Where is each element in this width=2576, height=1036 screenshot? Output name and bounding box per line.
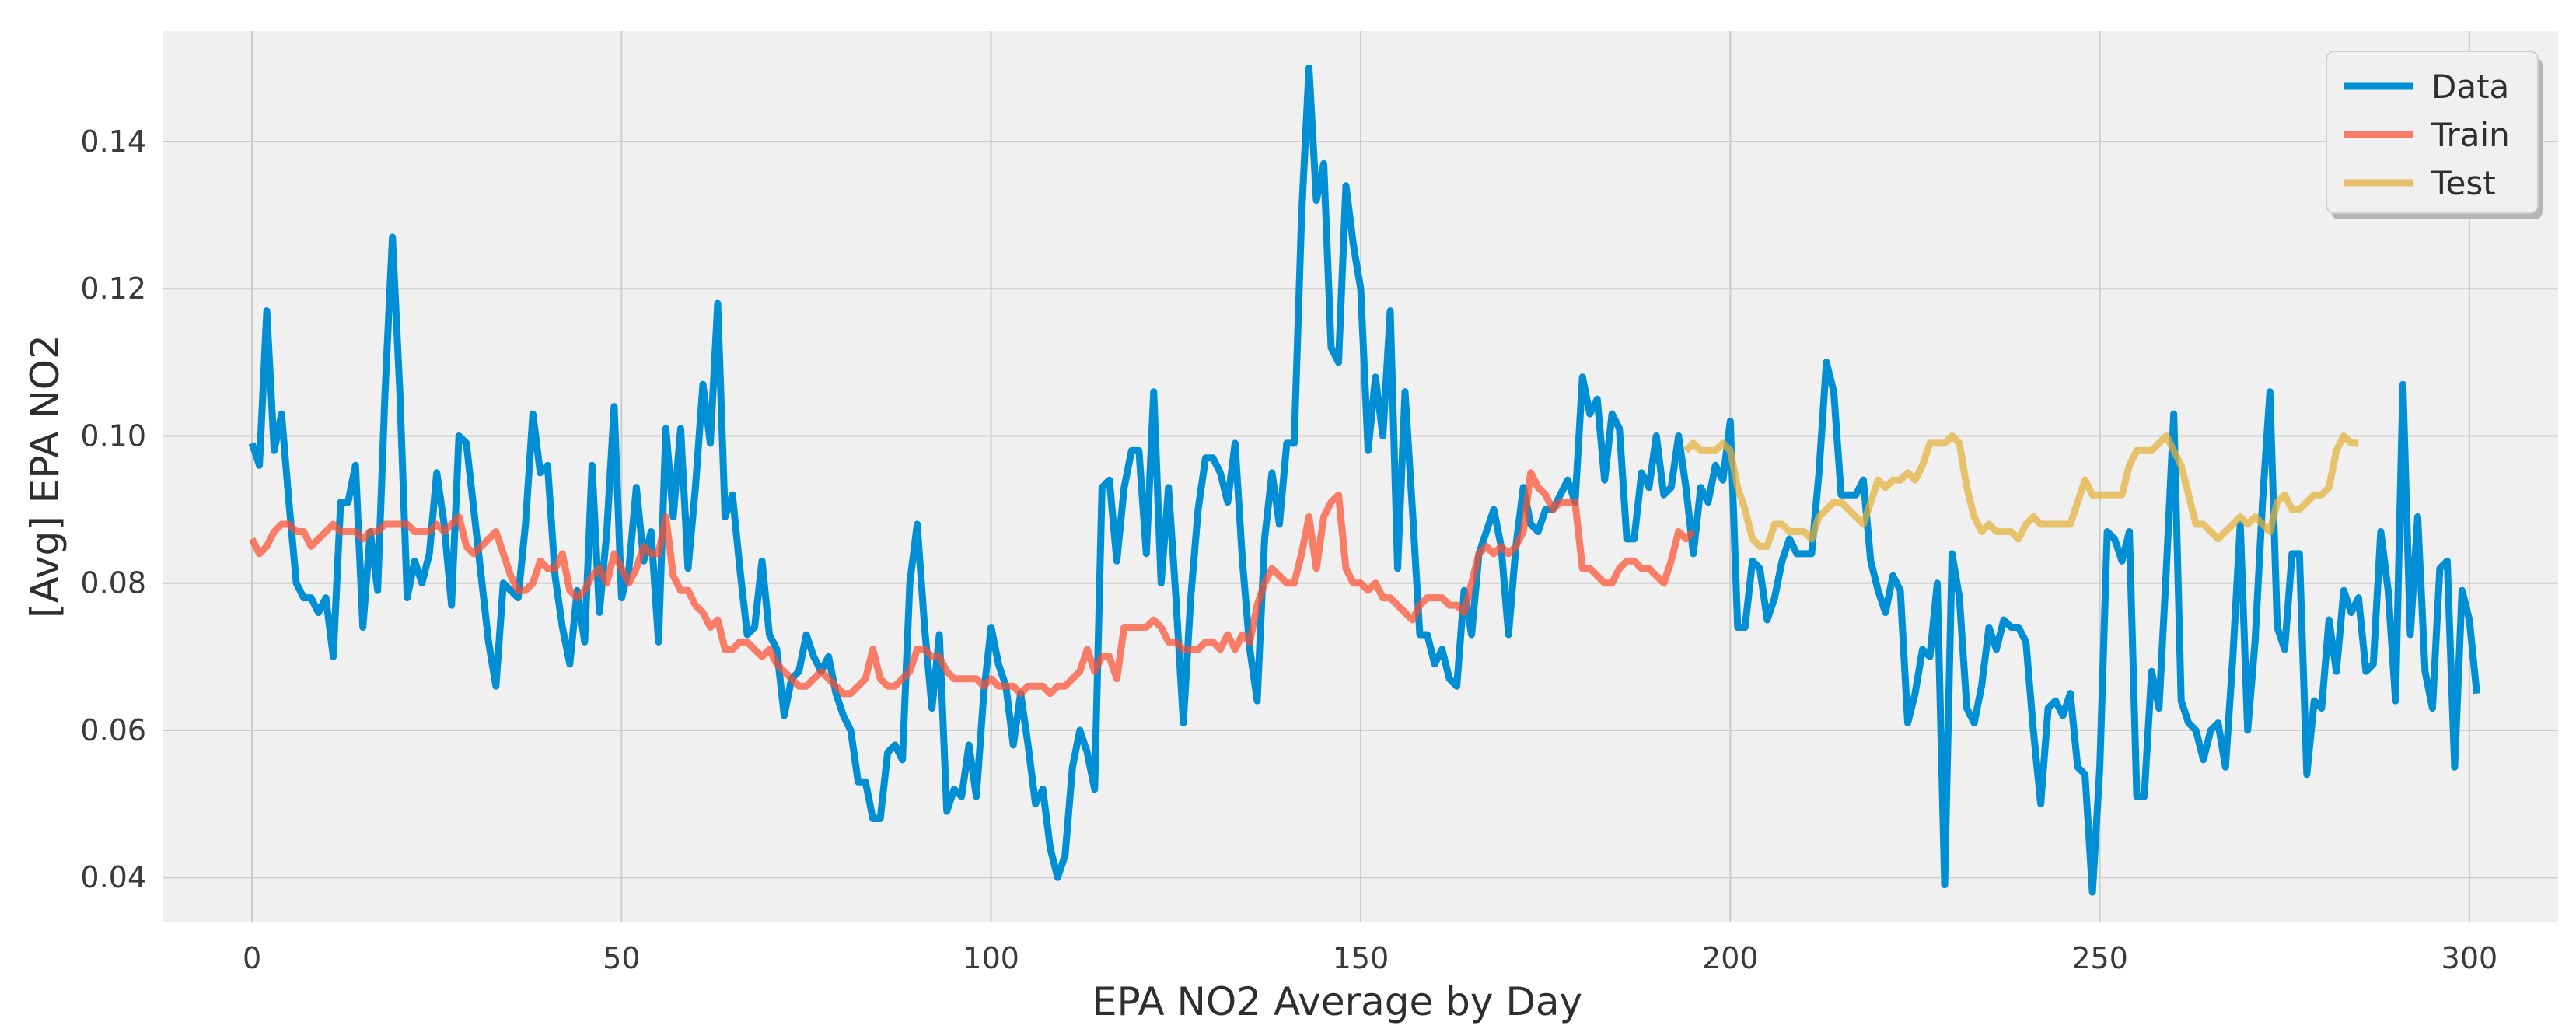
x-tick-label: 0 (243, 941, 261, 975)
y-axis-ticks: 0.04 0.06 0.08 0.10 0.12 0.14 (80, 124, 146, 894)
y-tick-label: 0.06 (80, 713, 146, 747)
series-lines (248, 64, 2480, 896)
y-tick-label: 0.04 (80, 860, 146, 894)
legend-label-test: Test (2431, 164, 2496, 202)
x-tick-label: 100 (963, 941, 1019, 975)
legend-label-train: Train (2431, 116, 2510, 154)
legend-label-data: Data (2431, 68, 2509, 106)
x-tick-label: 250 (2071, 941, 2128, 975)
x-tick-label: 200 (1702, 941, 1759, 975)
series-line-train (249, 469, 1696, 698)
x-axis-ticks: 0 50 100 150 200 250 300 (243, 941, 2497, 975)
x-tick-label: 300 (2441, 941, 2498, 975)
series-line-test (1683, 432, 2359, 550)
y-tick-label: 0.14 (80, 124, 146, 159)
x-tick-label: 50 (603, 941, 640, 975)
legend-box (2326, 51, 2539, 214)
y-tick-label: 0.10 (80, 418, 146, 453)
legend: Data Train Test (2326, 51, 2543, 219)
x-tick-label: 150 (1333, 941, 1389, 975)
y-tick-label: 0.12 (80, 271, 146, 306)
series-line-data (248, 64, 2480, 896)
y-axis-title: [Avg] EPA NO2 (23, 334, 68, 618)
x-axis-title: EPA NO2 Average by Day (1092, 979, 1582, 1024)
y-tick-label: 0.08 (80, 566, 146, 600)
